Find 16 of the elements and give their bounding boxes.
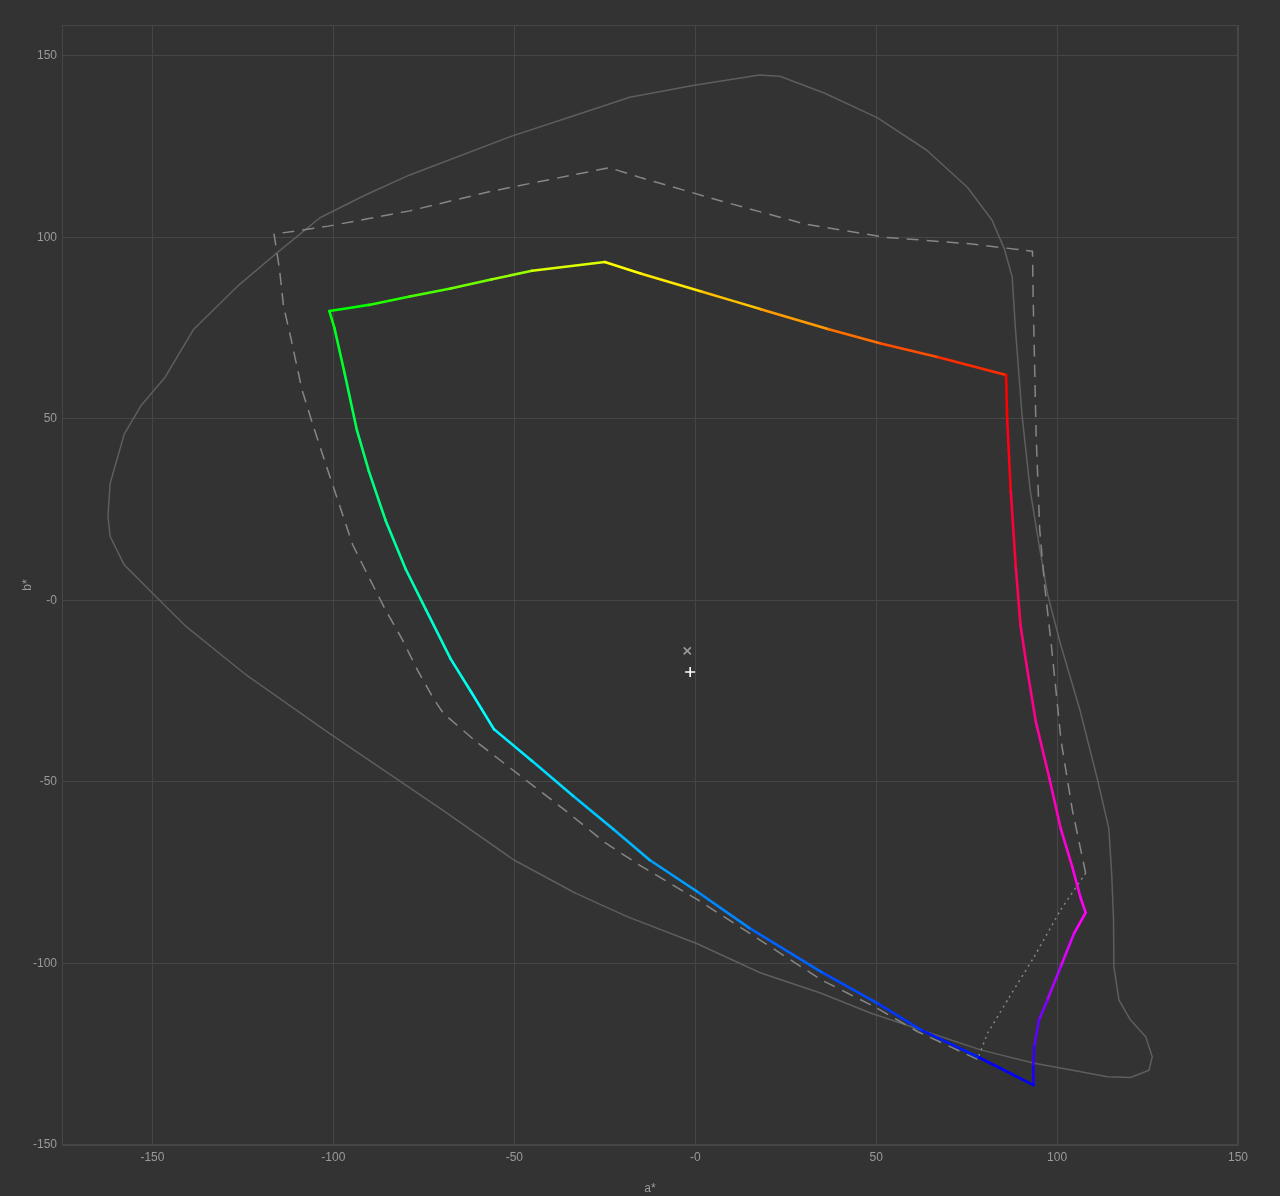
y-tick-label: -100 <box>32 955 58 970</box>
y-axis-title: b* <box>19 579 34 591</box>
x-tick-label: -100 <box>321 1149 346 1164</box>
y-tick-label: -0 <box>46 592 58 607</box>
x-tick-label: 100 <box>1047 1149 1068 1164</box>
x-axis-title: a* <box>644 1181 656 1196</box>
x-tick-label: -0 <box>689 1149 701 1164</box>
y-tick-label: 150 <box>36 48 58 63</box>
y-tick-label: 50 <box>43 411 58 426</box>
x-tick-label: -50 <box>505 1149 524 1164</box>
y-tick-label: -50 <box>39 774 58 789</box>
x-tick-label: -150 <box>140 1149 165 1164</box>
x-tick-label: 150 <box>1227 1149 1249 1164</box>
y-tick-label: -150 <box>32 1137 58 1152</box>
x-tick-label: 50 <box>869 1149 884 1164</box>
y-tick-label: 100 <box>36 229 58 244</box>
